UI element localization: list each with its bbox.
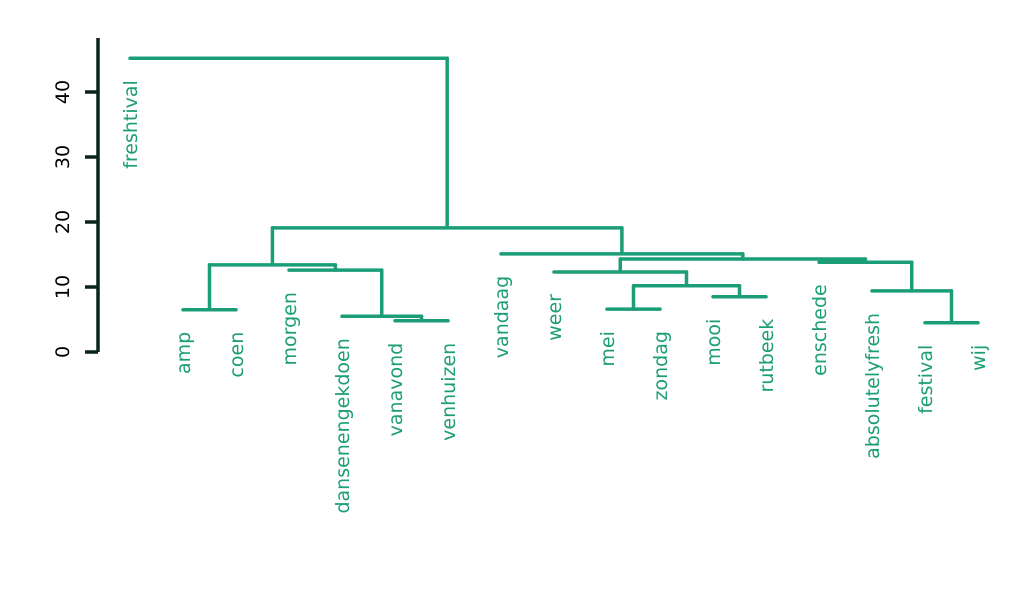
leaf-label-amp: amp <box>173 332 195 374</box>
y-tick-label: 20 <box>52 210 74 234</box>
leaf-label-vandaag: vandaag <box>491 276 513 358</box>
y-tick-label: 40 <box>52 80 74 104</box>
leaf-labels: freshtival amp coen morgen dansenengekdoen va… <box>120 80 990 513</box>
leaf-label-rutbeek: rutbeek <box>756 319 778 393</box>
leaf-label-dansenengekdoen: dansenengekdoen <box>332 338 354 513</box>
y-tick-label: 0 <box>52 346 74 358</box>
leaf-label-morgen: morgen <box>279 292 301 365</box>
y-axis: 0 10 20 30 40 <box>52 38 100 358</box>
leaf-label-mooi: mooi <box>703 319 725 366</box>
y-tick-label: 30 <box>52 145 74 169</box>
leaf-label-vanavond: vanavond <box>385 343 407 437</box>
leaf-label-festival: festival <box>915 345 937 414</box>
leaf-label-wij: wij <box>968 345 990 371</box>
leaf-label-zondag: zondag <box>650 331 672 400</box>
dendrogram-branches <box>128 56 980 325</box>
leaf-label-coen: coen <box>226 332 248 378</box>
y-tick-label: 10 <box>52 275 74 299</box>
leaf-label-mei: mei <box>597 331 619 366</box>
leaf-label-venhuizen: venhuizen <box>438 343 460 441</box>
leaf-label-absolutelyfresh: absolutelyfresh <box>862 313 884 459</box>
leaf-label-weer: weer <box>544 294 566 341</box>
leaf-label-enschede: enschede <box>809 284 831 376</box>
leaf-label-freshtival: freshtival <box>120 80 142 169</box>
